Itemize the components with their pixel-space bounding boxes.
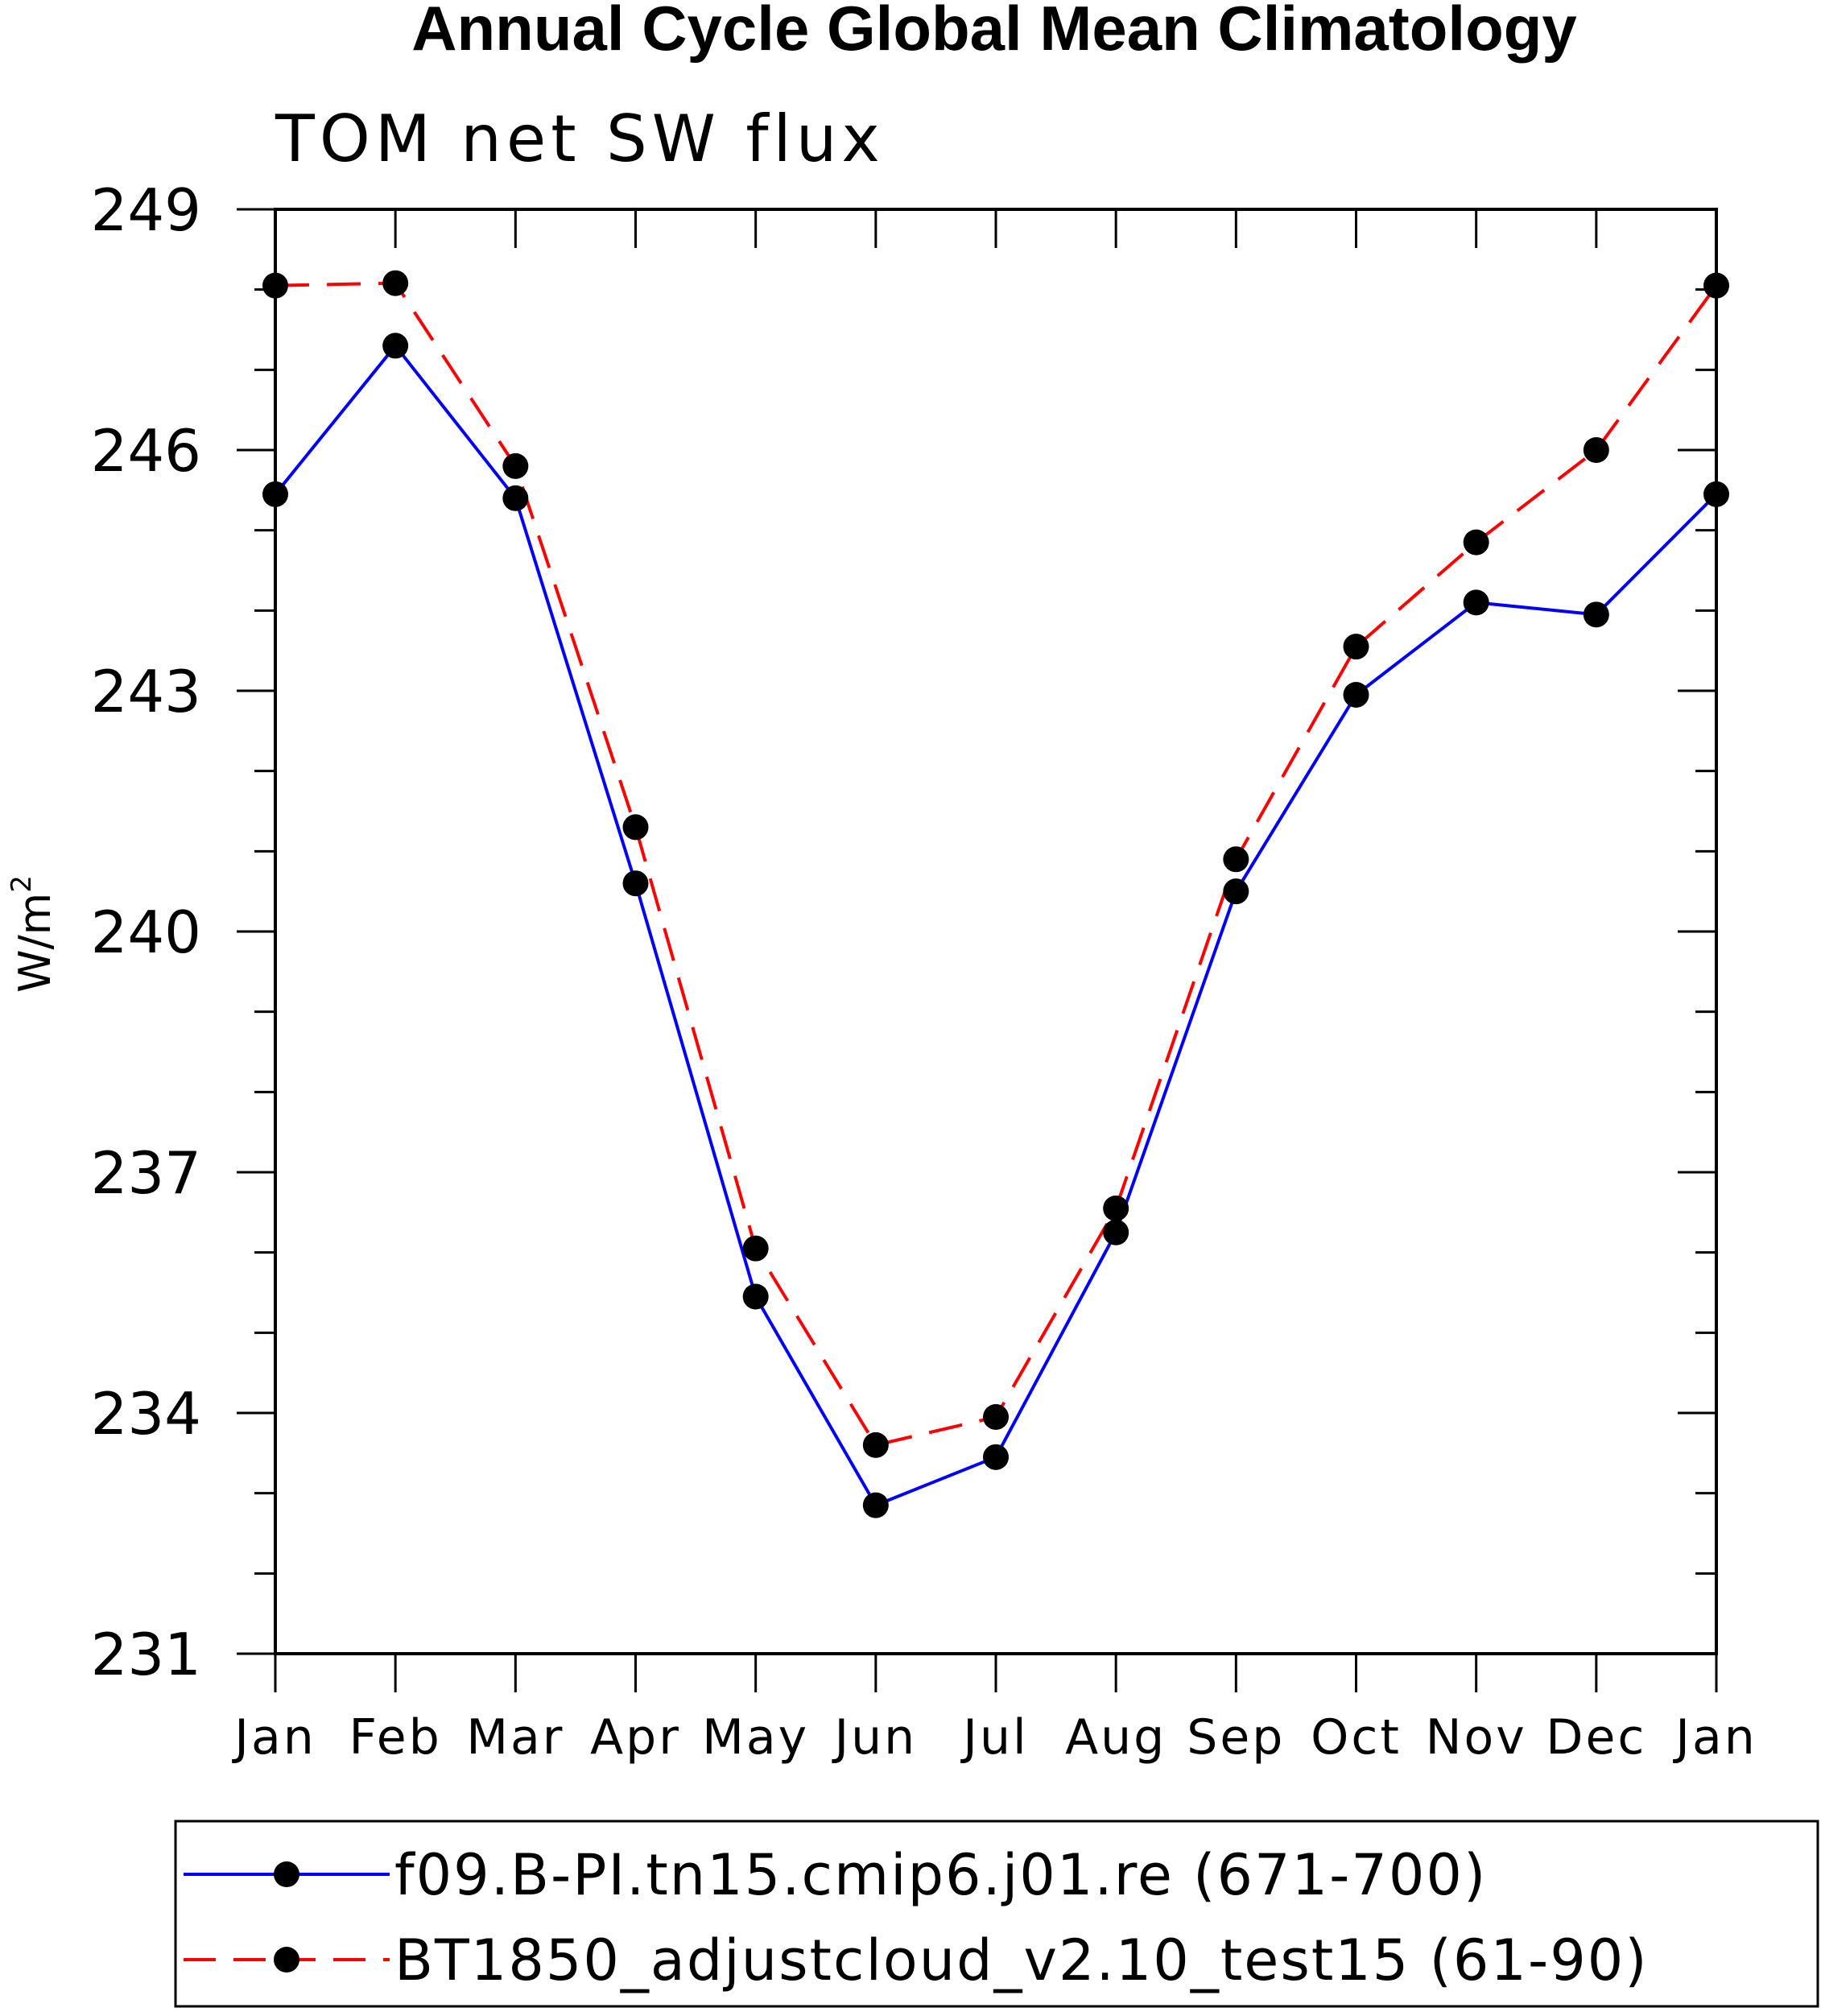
data-point-blue <box>1463 589 1489 616</box>
data-point-blue <box>1223 878 1249 905</box>
chart-subtitle: TOM net SW flux <box>275 101 885 176</box>
data-point-red <box>502 452 529 479</box>
x-tick-label: Apr <box>590 1709 681 1766</box>
legend-label-red: BT1850_adjustcloud_v2.10_test15 (61-90) <box>394 1927 1649 1993</box>
x-tick-label: Dec <box>1546 1709 1646 1766</box>
data-point-blue <box>862 1492 889 1518</box>
series-line-blue <box>274 344 1718 1507</box>
data-point-red <box>1103 1195 1129 1221</box>
y-tick-label: 231 <box>91 1621 201 1688</box>
data-point-blue <box>382 333 409 359</box>
series-line-red <box>275 281 1718 1447</box>
x-tick-label: Oct <box>1311 1709 1402 1766</box>
series-lines <box>274 281 1718 1507</box>
svg-text:W/m2: W/m2 <box>6 875 60 993</box>
x-tick-label: Sep <box>1187 1709 1285 1766</box>
y-tick-label: 243 <box>91 658 201 725</box>
y-tick-label: 234 <box>91 1380 201 1448</box>
axis-ticks <box>237 208 1718 1692</box>
data-point-red <box>742 1235 769 1262</box>
y-axis-label-superscript: 2 <box>6 875 38 893</box>
data-point-red <box>1583 437 1609 463</box>
x-tick-label: Mar <box>466 1709 564 1766</box>
y-tick-label: 237 <box>91 1139 201 1207</box>
data-point-blue <box>742 1283 769 1310</box>
x-tick-label: Nov <box>1426 1709 1527 1766</box>
y-axis-label-base: W/m <box>10 893 60 993</box>
chart-title: Annual Cycle Global Mean Climatology <box>411 0 1577 64</box>
legend: f09.B-PI.tn15.cmip6.j01.re (671-700) BT1… <box>174 1820 1819 2008</box>
legend-label-blue: f09.B-PI.tn15.cmip6.j01.re (671-700) <box>394 1842 1487 1908</box>
legend-marker-red <box>274 1947 299 1973</box>
x-tick-label: Jul <box>960 1709 1028 1766</box>
data-point-red <box>622 814 649 841</box>
data-point-red <box>862 1431 889 1458</box>
y-tick-label: 249 <box>91 176 201 244</box>
data-point-red <box>382 270 409 296</box>
data-point-blue <box>1343 681 1369 708</box>
data-point-red <box>1223 846 1249 873</box>
data-point-blue <box>1103 1219 1129 1246</box>
x-tick-labels: Jan Feb Mar Apr May Jun Jul Aug Sep Oct Nov Dec Jan <box>231 1709 1757 1766</box>
plot-frame <box>274 208 1718 1655</box>
x-tick-label: Feb <box>349 1709 442 1766</box>
x-tick-label: Jan <box>1672 1709 1757 1766</box>
x-tick-label: Jun <box>831 1709 917 1766</box>
data-point-red <box>1463 529 1489 556</box>
y-tick-labels: 231 234 237 240 243 246 249 <box>91 176 201 1688</box>
y-tick-label: 246 <box>91 417 201 485</box>
data-point-red <box>983 1403 1009 1430</box>
data-point-blue <box>983 1444 1009 1470</box>
y-tick-label: 240 <box>91 899 201 966</box>
x-tick-label: May <box>702 1709 809 1766</box>
x-tick-label: Jan <box>231 1709 316 1766</box>
data-point-blue <box>622 870 649 897</box>
data-point-red <box>1343 634 1369 660</box>
data-point-blue <box>1583 601 1609 628</box>
legend-box <box>174 1820 1819 2008</box>
legend-marker-blue <box>274 1861 299 1887</box>
data-point-blue <box>502 485 529 511</box>
y-axis-label: W/m2 <box>6 875 60 993</box>
x-tick-label: Aug <box>1065 1709 1167 1766</box>
